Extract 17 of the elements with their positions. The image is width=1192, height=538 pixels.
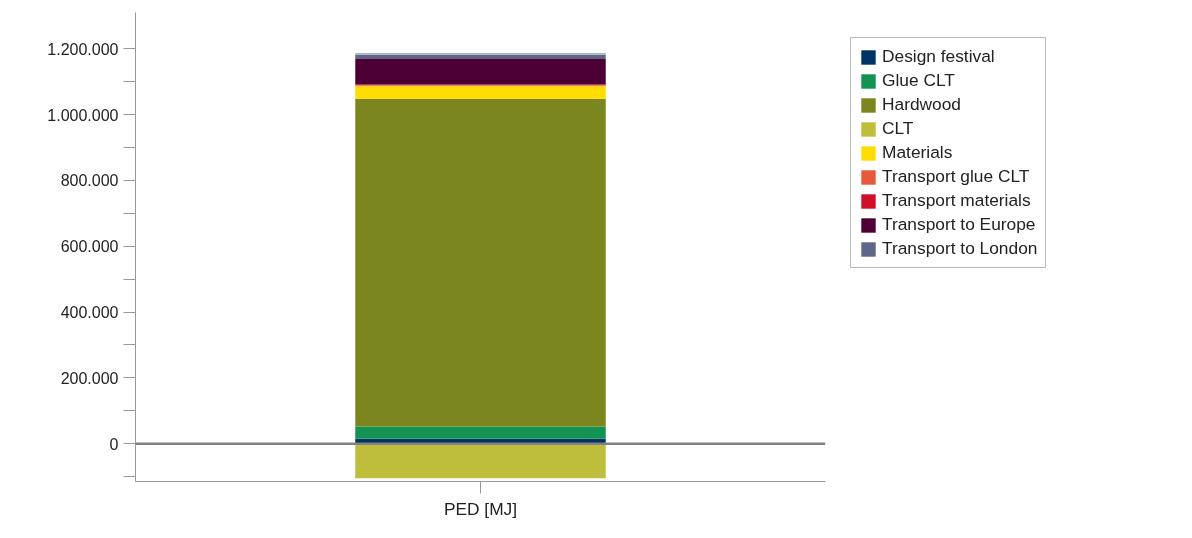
y-tick-label: 800.000 — [60, 172, 119, 190]
y-tick-label: 0 — [109, 435, 119, 453]
x-tick-label: PED [MJ] — [443, 498, 518, 519]
legend-label: CLT — [882, 118, 914, 139]
legend-label: Glue CLT — [882, 70, 955, 91]
y-tick-label: 1.200.000 — [47, 40, 119, 58]
legend-label: Hardwood — [882, 94, 961, 115]
y-tick-label: 600.000 — [60, 238, 119, 256]
legend-label: Transport to Europe — [882, 214, 1036, 235]
legend-label: Transport glue CLT — [882, 166, 1030, 187]
legend-label: Design festival — [882, 46, 995, 67]
legend-label: Materials — [882, 142, 953, 163]
y-tick-label: 1.000.000 — [47, 106, 119, 124]
legend-label: Transport materials — [882, 190, 1031, 211]
y-tick-label: 400.000 — [60, 304, 119, 321]
y-tick-label: 200.000 — [60, 369, 119, 387]
legend-label: Transport to London — [882, 238, 1038, 259]
